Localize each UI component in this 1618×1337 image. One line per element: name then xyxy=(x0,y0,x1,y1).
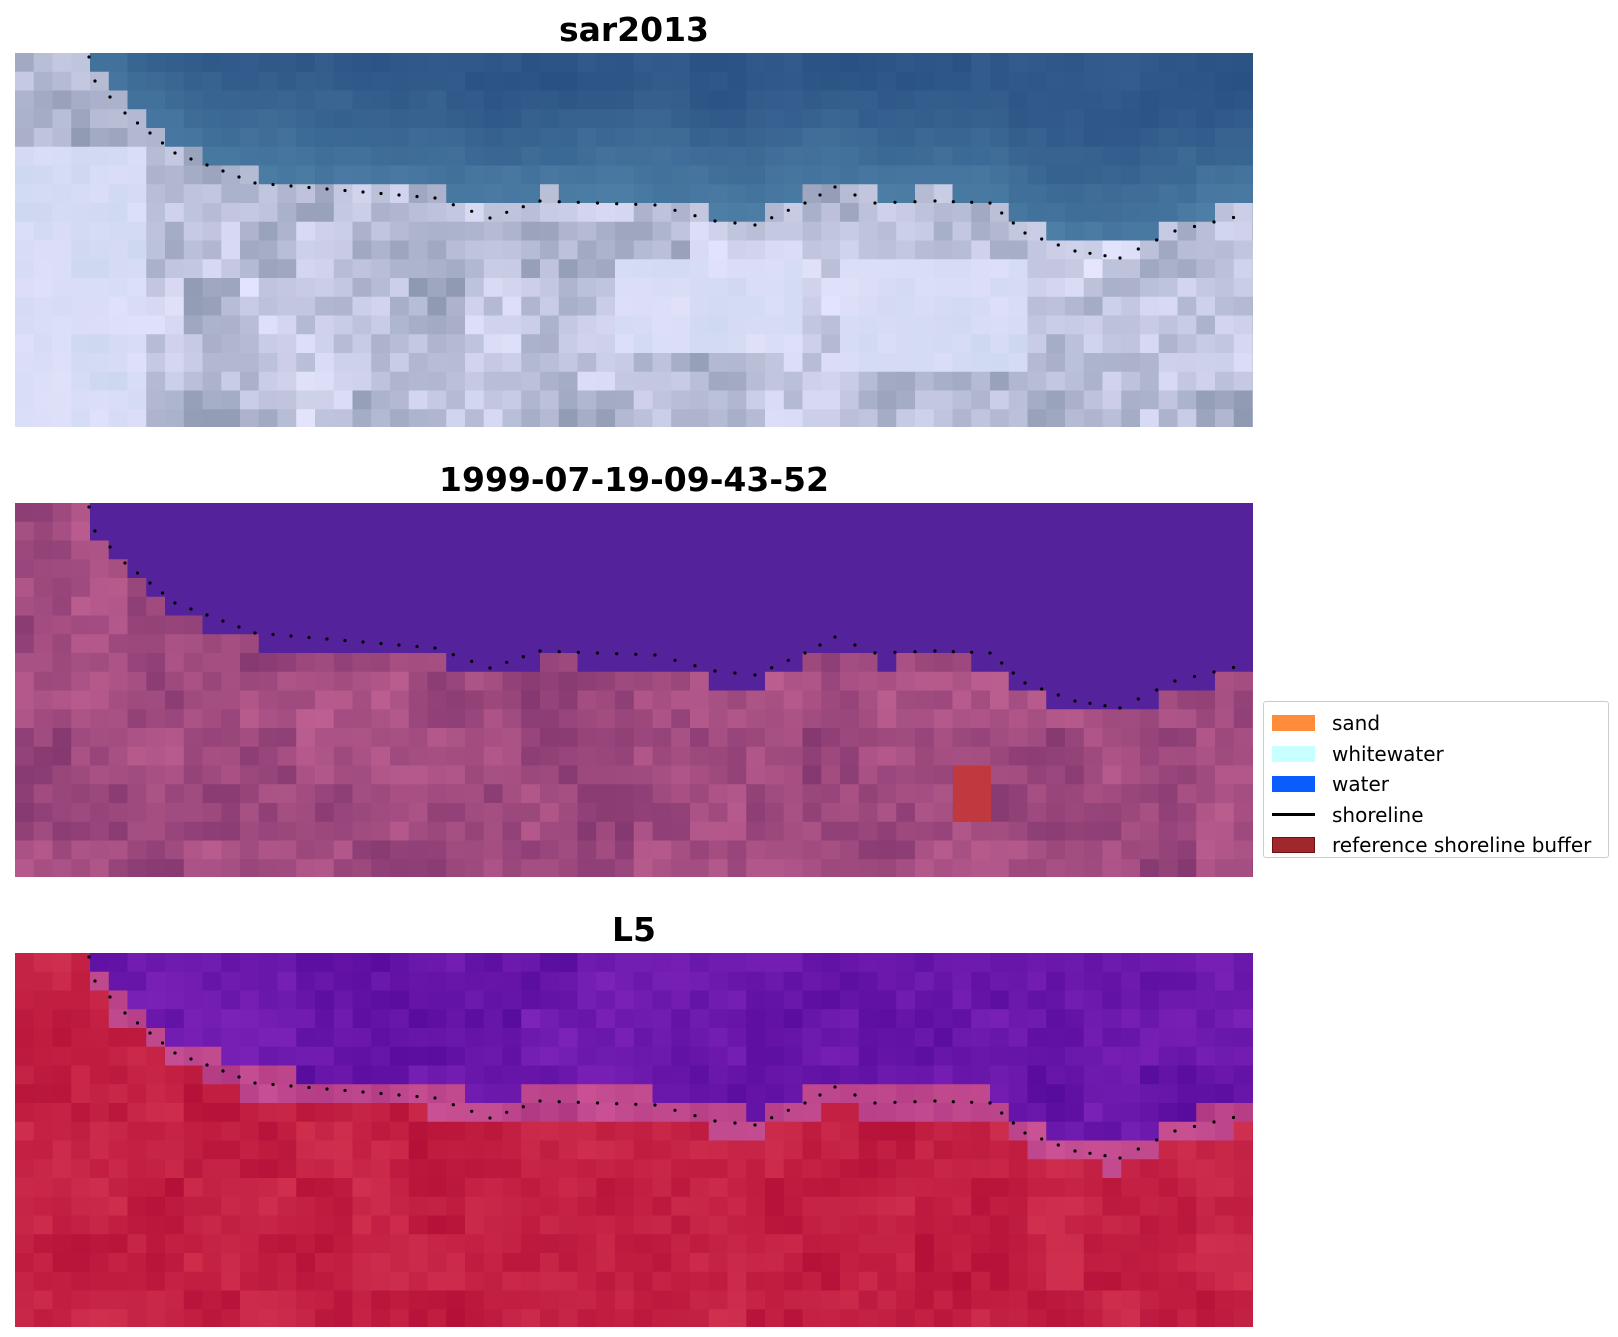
legend-label: sand xyxy=(1332,711,1381,736)
reference-buffer-swatch xyxy=(1272,837,1315,854)
classified-image-panel xyxy=(15,503,1253,877)
rgb-image-panel xyxy=(15,53,1253,427)
panel-title-rgb: sar2013 xyxy=(558,10,710,49)
shoreline-dots xyxy=(87,55,1236,260)
legend-item-reference-buffer: reference shoreline buffer xyxy=(1272,830,1608,861)
shoreline-dots xyxy=(87,505,1236,710)
raster-pixels xyxy=(15,953,1253,1327)
water-swatch xyxy=(1272,776,1315,793)
legend: sand whitewater water shoreline referenc… xyxy=(1263,701,1609,858)
sand-swatch xyxy=(1272,715,1315,732)
legend-item-whitewater: whitewater xyxy=(1272,739,1608,770)
legend-item-sand: sand xyxy=(1272,708,1608,739)
reference-buffer-patch xyxy=(953,766,991,822)
raster-pixels xyxy=(15,53,1253,427)
whitewater-swatch xyxy=(1272,745,1315,762)
raster-pixels xyxy=(15,503,1253,877)
shoreline-dots xyxy=(87,955,1236,1160)
legend-label: reference shoreline buffer xyxy=(1332,833,1592,858)
shoreline-swatch xyxy=(1272,813,1315,817)
legend-item-water: water xyxy=(1272,769,1608,800)
legend-label: whitewater xyxy=(1332,741,1444,766)
index-image-panel xyxy=(15,953,1253,1327)
legend-label: shoreline xyxy=(1332,802,1424,827)
legend-item-shoreline: shoreline xyxy=(1272,800,1608,831)
panel-title-classified: 1999-07-19-09-43-52 xyxy=(439,460,829,499)
panel-title-index: L5 xyxy=(612,910,656,949)
legend-label: water xyxy=(1332,772,1389,797)
